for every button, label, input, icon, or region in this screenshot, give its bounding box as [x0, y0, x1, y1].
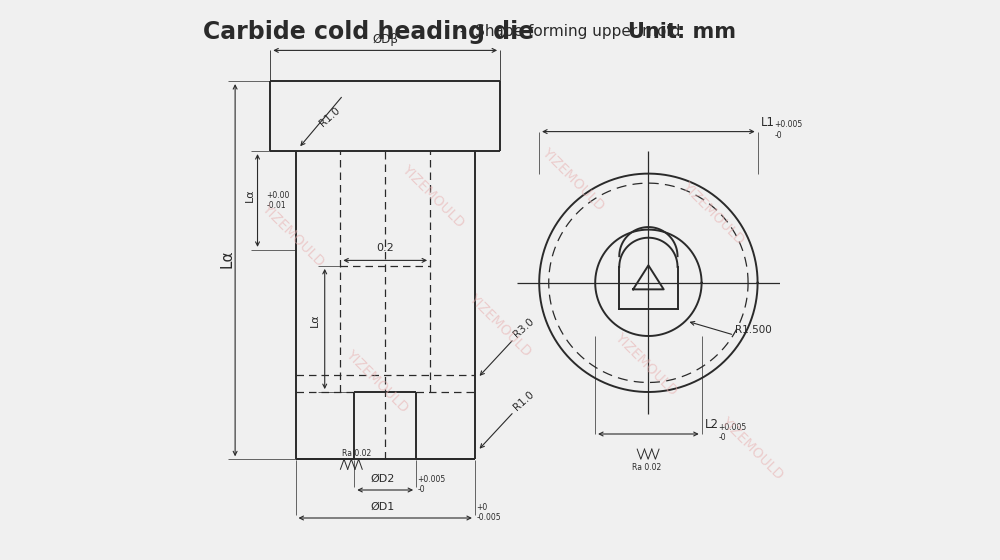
Text: Lα: Lα — [310, 314, 320, 328]
Text: R1.0: R1.0 — [318, 105, 342, 128]
Text: Ra 0.02: Ra 0.02 — [632, 464, 661, 473]
Text: ØD1: ØD1 — [370, 502, 395, 512]
Text: +0.005
-0: +0.005 -0 — [418, 475, 446, 494]
Text: YIZEMOULD: YIZEMOULD — [539, 145, 607, 213]
Text: R1.0: R1.0 — [511, 389, 535, 413]
Text: Ra 0.02: Ra 0.02 — [342, 449, 371, 459]
Text: YIZEMOULD: YIZEMOULD — [259, 201, 327, 269]
Text: +0
-0.005: +0 -0.005 — [476, 503, 501, 522]
Text: L2: L2 — [704, 418, 718, 431]
Text: 0.2: 0.2 — [376, 244, 394, 254]
Text: -  Shape forming upper mold: - Shape forming upper mold — [455, 24, 681, 39]
Text: YIZEMOULD: YIZEMOULD — [466, 291, 534, 359]
Text: YIZEMOULD: YIZEMOULD — [343, 347, 411, 415]
Text: ØD2: ØD2 — [370, 474, 395, 484]
Text: YIZEMOULD: YIZEMOULD — [679, 179, 747, 247]
Text: L1: L1 — [760, 116, 774, 129]
Text: Lα: Lα — [219, 250, 234, 268]
Text: +0.005
-0: +0.005 -0 — [774, 120, 803, 139]
Text: +0.00
-0.01: +0.00 -0.01 — [266, 191, 290, 210]
Text: YIZEMOULD: YIZEMOULD — [612, 330, 680, 398]
Text: YIZEMOULD: YIZEMOULD — [718, 414, 786, 482]
Text: Carbide cold heading die: Carbide cold heading die — [203, 20, 534, 44]
Text: R3.0: R3.0 — [511, 316, 535, 340]
Text: R1.500: R1.500 — [735, 325, 772, 335]
Text: +0.005
-0: +0.005 -0 — [718, 423, 747, 442]
Text: YIZEMOULD: YIZEMOULD — [399, 162, 467, 230]
Text: Unit: mm: Unit: mm — [628, 22, 736, 43]
Text: ØDβ: ØDβ — [372, 32, 398, 45]
Text: Lα: Lα — [245, 188, 255, 202]
